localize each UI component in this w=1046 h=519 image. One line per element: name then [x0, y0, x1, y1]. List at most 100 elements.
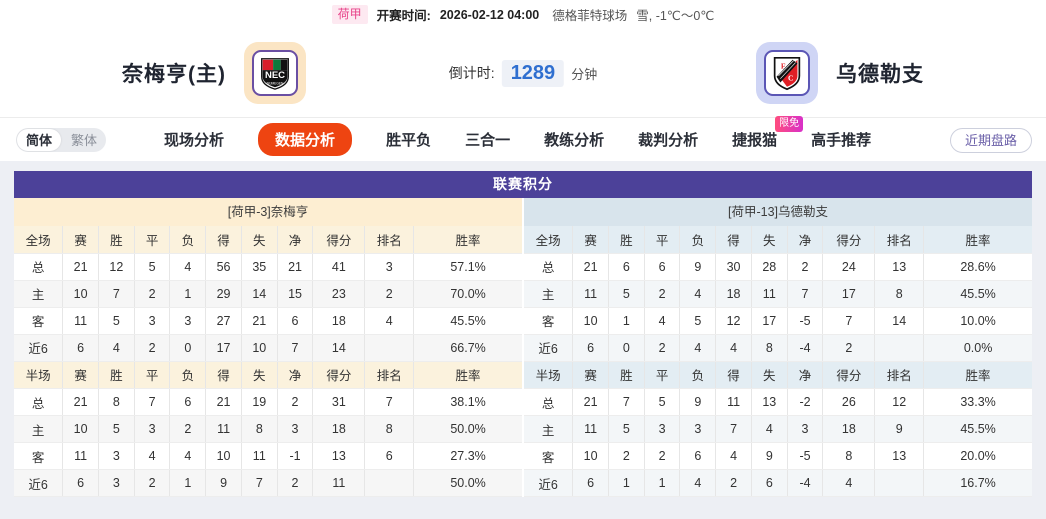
cell-goals-for: 2 — [715, 469, 752, 497]
cell-goal-diff: 2 — [277, 388, 314, 416]
cell-lost: 3 — [679, 415, 717, 443]
league-badge: 荷甲 — [331, 5, 368, 24]
cell-lost: 1 — [169, 280, 207, 308]
cell-winrate: 45.5% — [413, 307, 522, 335]
cell-won: 12 — [98, 253, 135, 281]
cell-played: 10 — [62, 280, 99, 308]
table-row: 客 11 5 3 3 27 21 6 18 4 45.5% — [14, 307, 522, 335]
col-lost: 负 — [169, 226, 207, 254]
col-winrate: 胜率 — [923, 361, 1032, 389]
kickoff-time: 2026-02-12 04:00 — [439, 7, 540, 22]
tab-expert-picks[interactable]: 高手推荐 — [811, 132, 872, 149]
home-standings-panel: [荷甲-3]奈梅亨 全场 赛 胜 平 负 得 失 净 得分 排名 胜率 — [14, 198, 522, 497]
away-fullmatch-table: 全场 赛 胜 平 负 得 失 净 得分 排名 胜率 总 21 6 — [524, 226, 1032, 362]
table-row: 近6 6 4 2 0 17 10 7 14 66.7% — [14, 334, 522, 362]
tab-jiebaomao-label: 捷报猫 — [732, 132, 778, 149]
cell-drawn: 4 — [644, 307, 681, 335]
cell-rank: 13 — [874, 442, 925, 470]
cell-goals-for: 27 — [205, 307, 242, 335]
cell-rank: 4 — [364, 307, 415, 335]
lang-simplified-option[interactable]: 简体 — [17, 128, 62, 151]
tab-coach-analysis[interactable]: 教练分析 — [544, 132, 605, 149]
cell-drawn: 2 — [134, 334, 171, 362]
cell-won: 3 — [98, 442, 135, 470]
cell-drawn: 2 — [644, 442, 681, 470]
col-played: 赛 — [572, 226, 609, 254]
cell-winrate: 38.1% — [413, 388, 522, 416]
cell-goal-diff: 2 — [277, 469, 314, 497]
cell-played: 21 — [572, 253, 609, 281]
match-info-bar: 荷甲 开赛时间: 2026-02-12 04:00 德格菲特球场 雪, -1℃～… — [0, 0, 1046, 29]
cell-points: 4 — [822, 469, 876, 497]
tab-data-analysis[interactable]: 数据分析 — [258, 123, 353, 156]
cell-goals-against: 11 — [751, 280, 788, 308]
cell-points: 18 — [822, 415, 876, 443]
cell-lost: 5 — [679, 307, 717, 335]
tab-three-in-one[interactable]: 三合一 — [465, 132, 511, 149]
cell-won: 8 — [98, 388, 135, 416]
cell-goals-against: 13 — [751, 388, 788, 416]
cell-points: 17 — [822, 280, 876, 308]
cell-points: 11 — [312, 469, 366, 497]
language-toggle[interactable]: 简体 繁体 — [16, 127, 107, 152]
cell-goals-for: 4 — [715, 442, 752, 470]
tab-referee-analysis[interactable]: 裁判分析 — [638, 132, 699, 149]
cell-drawn: 4 — [134, 442, 171, 470]
home-team-name: 奈梅亨(主) — [122, 63, 226, 86]
col-points: 得分 — [822, 226, 876, 254]
cell-winrate: 28.6% — [923, 253, 1032, 281]
col-drawn: 平 — [134, 361, 171, 389]
cell-goals-for: 12 — [715, 307, 752, 335]
tab-live-analysis[interactable]: 现场分析 — [164, 132, 225, 149]
cell-goal-diff: 7 — [787, 280, 824, 308]
col-played: 赛 — [62, 226, 99, 254]
cell-goal-diff: -4 — [787, 469, 824, 497]
table-row: 主 11 5 2 4 18 11 7 17 8 45.5% — [524, 280, 1032, 308]
cell-played: 11 — [572, 415, 609, 443]
cell-goals-against: 8 — [241, 415, 278, 443]
cell-won: 7 — [608, 388, 645, 416]
cell-drawn: 5 — [134, 253, 171, 281]
cell-drawn: 3 — [134, 307, 171, 335]
table-row: 主 11 5 3 3 7 4 3 18 9 45.5% — [524, 415, 1032, 443]
table-row: 近6 6 0 2 4 4 8 -4 2 0.0% — [524, 334, 1032, 362]
table-header-row: 全场 赛 胜 平 负 得 失 净 得分 排名 胜率 — [14, 226, 522, 254]
cell-goal-diff: 3 — [277, 415, 314, 443]
table-row: 总 21 8 7 6 21 19 2 31 7 38.1% — [14, 388, 522, 416]
cell-goals-against: 4 — [751, 415, 788, 443]
col-played: 赛 — [62, 361, 99, 389]
cell-won: 5 — [608, 415, 645, 443]
cell-rank: 14 — [874, 307, 925, 335]
col-lost: 负 — [169, 361, 207, 389]
col-scope: 全场 — [524, 226, 574, 254]
cell-winrate: 27.3% — [413, 442, 522, 470]
weather-info: 雪, -1℃～0℃ — [636, 9, 715, 23]
nav-right-area: 近期盘路 — [949, 128, 1032, 153]
nec-crest-icon: NEC NIJMEGEN — [261, 58, 289, 90]
home-team-block[interactable]: 奈梅亨(主) NEC NIJMEGEN — [122, 42, 306, 104]
nav-tabs: 现场分析 数据分析 胜平负 三合一 教练分析 裁判分析 捷报猫 限免 高手推荐 — [164, 116, 872, 156]
tab-win-draw-lose[interactable]: 胜平负 — [386, 132, 432, 149]
table-row: 客 10 2 2 6 4 9 -5 8 13 20.0% — [524, 442, 1032, 470]
cell-points: 18 — [312, 415, 366, 443]
countdown-block: 倒计时: 1289 分钟 — [449, 59, 597, 87]
col-goals-against: 失 — [241, 361, 278, 389]
lang-traditional-option[interactable]: 繁体 — [71, 133, 98, 148]
away-team-block[interactable]: F C 乌德勒支 — [756, 42, 924, 104]
cell-points: 31 — [312, 388, 366, 416]
table-row: 客 10 1 4 5 12 17 -5 7 14 10.0% — [524, 307, 1032, 335]
cell-rank — [874, 469, 925, 497]
cell-goals-against: 6 — [751, 469, 788, 497]
cell-winrate: 16.7% — [923, 469, 1032, 497]
tab-jiebaomao[interactable]: 捷报猫 限免 — [732, 116, 804, 150]
col-goal-diff: 净 — [787, 361, 824, 389]
cell-played: 6 — [572, 334, 609, 362]
cell-winrate: 45.5% — [923, 415, 1032, 443]
cell-played: 6 — [572, 469, 609, 497]
recent-odds-button[interactable]: 近期盘路 — [949, 128, 1032, 153]
cell-rank — [364, 334, 415, 362]
cell-goal-diff: -1 — [277, 442, 314, 470]
cell-goals-for: 29 — [205, 280, 242, 308]
cell-goals-against: 21 — [241, 307, 278, 335]
row-label: 客 — [14, 442, 64, 470]
